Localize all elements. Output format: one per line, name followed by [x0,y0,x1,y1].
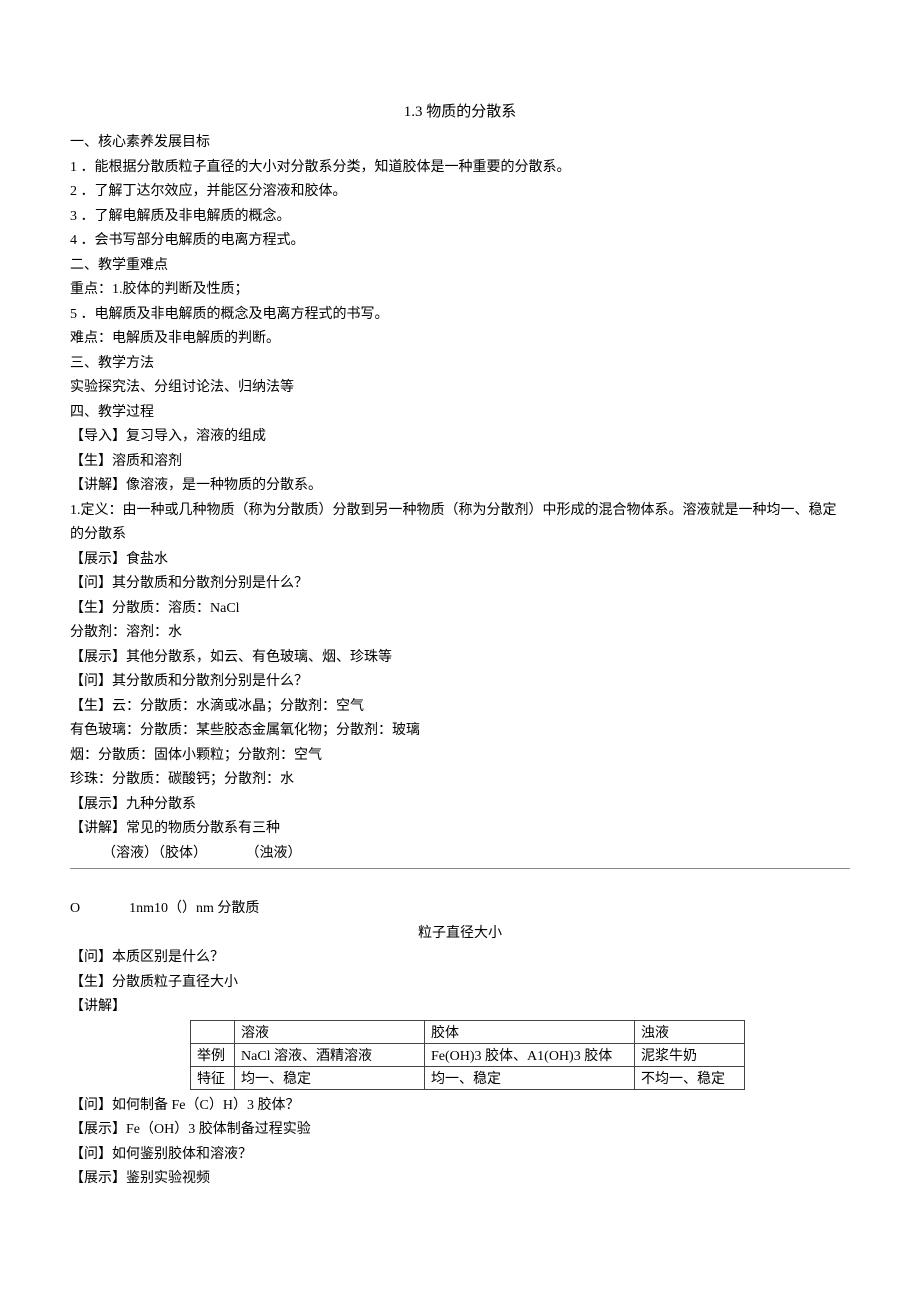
table-cell: 均一、稳定 [425,1066,635,1089]
table-cell: 特征 [191,1066,235,1089]
flow-line: 1.定义：由一种或几种物质（称为分散质）分散到另一种物质（称为分散剂）中形成的混… [70,499,850,548]
table-row: 特征 均一、稳定 均一、稳定 不均一、稳定 [191,1066,745,1089]
table-cell: 均一、稳定 [235,1066,425,1089]
flow-line: 【讲解】常见的物质分散系有三种 [70,817,850,842]
flow-line: 【展示】食盐水 [70,548,850,573]
table-header-row: 溶液 胶体 浊液 [191,1020,745,1043]
flow-line: 【讲解】 [70,995,850,1020]
flow-line: 【生】溶质和溶剂 [70,450,850,475]
table-header-cell: 溶液 [235,1020,425,1043]
table-header-cell [191,1020,235,1043]
section-4-heading: 四、教学过程 [70,401,850,426]
flow-line: 【展示】九种分散系 [70,793,850,818]
section-3-heading: 三、教学方法 [70,352,850,377]
comparison-table: 溶液 胶体 浊液 举例 NaCl 溶液、酒精溶液 Fe(OH)3 胶体、A1(O… [190,1020,745,1090]
flow-line: 珍珠：分散质：碳酸钙；分散剂：水 [70,768,850,793]
table-header-cell: 胶体 [425,1020,635,1043]
flow-line: 分散剂：溶剂：水 [70,621,850,646]
goal-3: 3 ．了解电解质及非电解质的概念。 [70,205,850,230]
flow-line: 【导入】复习导入，溶液的组成 [70,425,850,450]
flow-line: 【生】分散质：溶质：NaCl [70,597,850,622]
goal-2: 2 ．了解丁达尔效应，并能区分溶液和胶体。 [70,180,850,205]
flow-line: 【问】如何鉴别胶体和溶液？ [70,1143,850,1168]
focus-point-1: 重点：1.胶体的判断及性质； [70,278,850,303]
flow-line: 【展示】其他分散系，如云、有色玻璃、烟、珍珠等 [70,646,850,671]
flow-line: 有色玻璃：分散质：某些胶态金属氧化物；分散剂：玻璃 [70,719,850,744]
document-title: 1.3 物质的分散系 [70,100,850,121]
axis-left-label: O 1nm10（）nm 分散质 [70,897,850,922]
goal-1: 1 ．能根据分散质粒子直径的大小对分散系分类，知道胶体是一种重要的分散系。 [70,156,850,181]
horizontal-rule [70,868,850,869]
section-3-body: 实验探究法、分组讨论法、归纳法等 [70,376,850,401]
table-row: 举例 NaCl 溶液、酒精溶液 Fe(OH)3 胶体、A1(OH)3 胶体 泥浆… [191,1043,745,1066]
table-cell: 不均一、稳定 [635,1066,745,1089]
axis-caption: 粒子直径大小 [70,922,850,947]
flow-line: 【问】本质区别是什么？ [70,946,850,971]
flow-line: 烟：分散质：固体小颗粒；分散剂：空气 [70,744,850,769]
flow-line: 【展示】Fe（OH）3 胶体制备过程实验 [70,1118,850,1143]
flow-line: 【生】云：分散质：水滴或冰晶；分散剂：空气 [70,695,850,720]
table-cell: NaCl 溶液、酒精溶液 [235,1043,425,1066]
flow-line: 【问】其分散质和分散剂分别是什么？ [70,572,850,597]
flow-line: 【讲解】像溶液，是一种物质的分散系。 [70,474,850,499]
section-2-heading: 二、教学重难点 [70,254,850,279]
difficulty-point: 难点：电解质及非电解质的判断。 [70,327,850,352]
three-types-labels: （溶液）（胶体） （浊液） [70,842,850,867]
section-1-heading: 一、核心素养发展目标 [70,131,850,156]
table-cell: 泥浆牛奶 [635,1043,745,1066]
table-cell: 举例 [191,1043,235,1066]
flow-line: 【问】其分散质和分散剂分别是什么？ [70,670,850,695]
flow-line: 【生】分散质粒子直径大小 [70,971,850,996]
flow-line: 【问】如何制备 Fe（C）H）3 胶体？ [70,1094,850,1119]
focus-point-5: 5 ．电解质及非电解质的概念及电离方程式的书写。 [70,303,850,328]
flow-line: 【展示】鉴别实验视频 [70,1167,850,1192]
goal-4: 4 ．会书写部分电解质的电离方程式。 [70,229,850,254]
table-cell: Fe(OH)3 胶体、A1(OH)3 胶体 [425,1043,635,1066]
table-header-cell: 浊液 [635,1020,745,1043]
